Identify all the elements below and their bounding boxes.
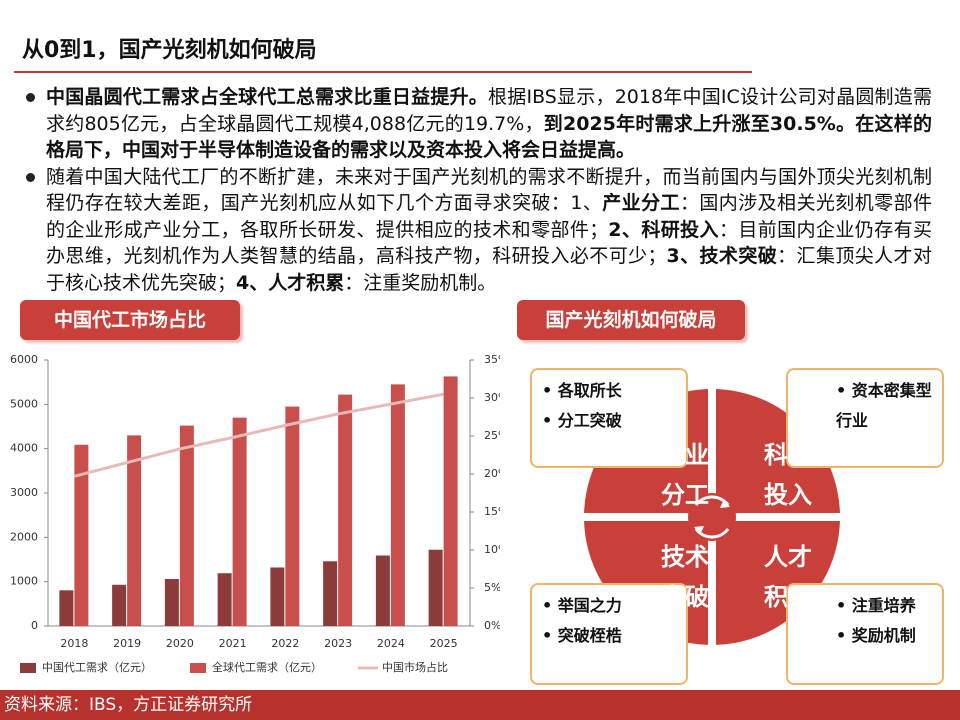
y-tick-label: 3000 (10, 486, 38, 499)
quadrant-label: 技术 突破 (645, 537, 725, 617)
text: 根据IBS显示，2018年中国IC设计公司对晶圆制造需求约805亿元，占全球晶圆… (46, 86, 932, 135)
y-tick-label: 6000 (10, 353, 38, 366)
line (73, 392, 444, 478)
bar (270, 567, 285, 626)
legend-label: 中国市场占比 (382, 660, 448, 674)
bar (179, 425, 194, 626)
box-item: 资本密集型行业 (836, 376, 932, 436)
quadrant-label-line: 积累 (764, 583, 812, 611)
bold-text: 4、人才积累 (236, 271, 345, 294)
bar (74, 444, 89, 626)
chart: 0 1000 2000 3000 4000 5000 6000 0% 5% 10% 15% 20% 25… (10, 353, 500, 674)
chart-banner: 中国代工市场占比 (20, 300, 240, 340)
bold-text: 产业分工 (602, 192, 680, 214)
legend-swatch (20, 663, 36, 673)
bold-text: 3、技术突破 (666, 245, 778, 267)
cycle-arrowhead (720, 499, 730, 508)
diagram-box: 资本密集型行业 (786, 368, 944, 468)
legend-label: 全球代工需求（亿元） (212, 660, 322, 674)
quadrant-label-line: 技术 (661, 543, 709, 571)
diagram-box: 注重培养奖励机制 (786, 583, 944, 685)
x-tick-label: 2025 (430, 637, 458, 650)
y2-tick-label: 10% (484, 543, 500, 556)
slide-title: 从0到1，国产光刻机如何破局 (22, 38, 317, 63)
quadrant-label-line: 产业 (661, 441, 709, 469)
x-tick-label: 2023 (324, 637, 352, 650)
text: 随着中国大陆代工厂的不断扩建，未来对于国产光刻机的需求不断提升，而当前国内与国外… (46, 165, 932, 215)
bar (232, 417, 247, 626)
bold-text: 2、科研投入 (608, 218, 719, 241)
bold-text: 中国晶圆代工需求占全球代工总需求比重日益提升。 (46, 86, 489, 108)
y2-tick-label: 0% (484, 619, 500, 632)
diagram-box: 各取所长分工突破 (530, 368, 688, 468)
quadrant-label-line: 分工 (661, 481, 709, 509)
y2-tick-label: 20% (484, 467, 500, 480)
bar (285, 406, 300, 626)
quadrant-label: 人才 积累 (748, 537, 828, 617)
y-tick-label: 1000 (10, 575, 38, 588)
x-tick-label: 2018 (60, 637, 88, 650)
bar (59, 590, 74, 626)
y-tick-label: 4000 (10, 442, 38, 455)
box-item: 突破桎梏 (542, 621, 676, 651)
bar (428, 549, 443, 626)
box-item: 注重培养 (836, 591, 932, 621)
x-tick-label: 2021 (219, 637, 247, 650)
y-tick-label: 2000 (10, 530, 38, 543)
legend-swatch (190, 663, 206, 673)
box-item: 各取所长 (542, 376, 676, 406)
y-tick-label: 0 (31, 619, 38, 632)
footer-source: 资料来源：IBS，方正证券研究所 (0, 690, 960, 720)
diagram-box: 举国之力突破桎梏 (530, 583, 688, 685)
quadrant-label-line: 科研 (764, 441, 812, 469)
box-item: 分工突破 (542, 406, 676, 436)
cycle-arrowhead (694, 526, 704, 535)
bar (390, 384, 405, 626)
text: ：汇集顶尖人才对于核心技术优先突破； (46, 245, 932, 294)
quadrant-label-line: 突破 (661, 583, 709, 611)
bullet: 中国晶圆代工需求占全球代工总需求比重日益提升。根据IBS显示，2018年中国IC… (20, 84, 932, 164)
y2-tick-label: 5% (484, 581, 500, 594)
text: ：注重奖励机制。 (344, 271, 497, 294)
bar (112, 584, 127, 626)
quadrant-label: 科研 投入 (748, 435, 828, 515)
text: ：国内涉及相关光刻机零部件的企业形成产业分工，各取所长研发、提供相应的技术和零部… (46, 192, 932, 241)
bar (443, 376, 458, 626)
y-tick-label: 5000 (10, 397, 38, 410)
bar (375, 555, 390, 626)
bar (338, 394, 353, 626)
box-item: 举国之力 (542, 591, 676, 621)
x-tick-label: 2022 (271, 637, 299, 650)
y2-tick-label: 25% (484, 429, 500, 442)
bar (217, 573, 232, 626)
quadrant-label-line: 人才 (764, 543, 812, 571)
bar (323, 561, 338, 626)
diagram-banner: 国产光刻机如何破局 (517, 300, 745, 340)
bar (127, 435, 142, 626)
box-item: 奖励机制 (836, 621, 932, 651)
y2-tick-label: 30% (484, 391, 500, 404)
bold-text: 到2025年时需求上升涨至30.5%。在这样的格局下，中国对于半导体制造设备的需… (46, 112, 932, 162)
bullet-list: 中国晶圆代工需求占全球代工总需求比重日益提升。根据IBS显示，2018年中国IC… (20, 84, 932, 296)
y2-tick-label: 35% (484, 353, 500, 366)
title-rule (14, 71, 752, 73)
quadrant-label-line: 投入 (764, 481, 812, 509)
text: ：目前国内企业仍存有买办思维，光刻机作为人类智慧的结晶，高科技产物，科研投入必不… (46, 218, 932, 268)
bar (164, 579, 179, 626)
x-tick-label: 2020 (166, 637, 194, 650)
y2-tick-label: 15% (484, 505, 500, 518)
x-tick-label: 2019 (113, 637, 141, 650)
x-tick-label: 2024 (377, 637, 405, 650)
quadrant-label: 产业 分工 (645, 435, 725, 515)
legend-label: 中国代工需求（亿元） (42, 661, 152, 674)
bullet: 随着中国大陆代工厂的不断扩建，未来对于国产光刻机的需求不断提升，而当前国内与国外… (20, 164, 932, 297)
